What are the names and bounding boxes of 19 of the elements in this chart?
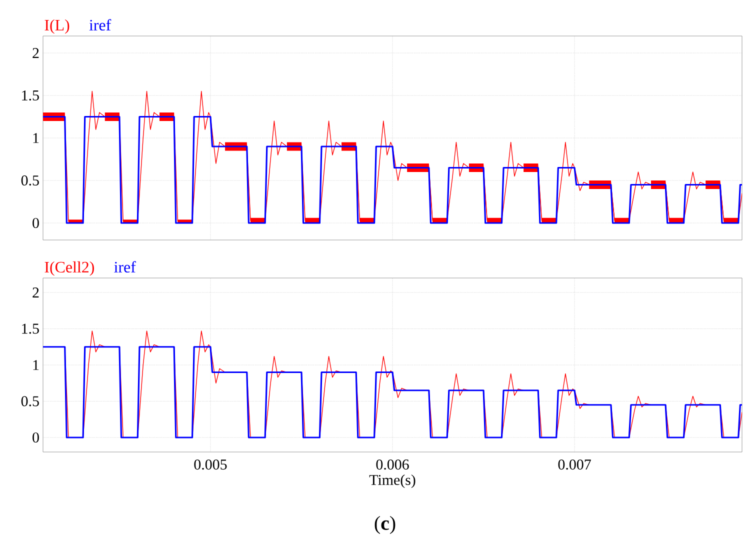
y-tick-label: 1.5 bbox=[22, 324, 39, 334]
y-tick-label: 1 bbox=[33, 133, 39, 143]
text: iref bbox=[89, 19, 112, 31]
y-tick-label: 0.5 bbox=[21, 175, 39, 186]
x-axis-title: Time(s) bbox=[369, 474, 416, 488]
y-tick-label: 2 bbox=[32, 288, 39, 298]
x-tick-label: 0.007 bbox=[558, 460, 591, 470]
y-tick-label: 0 bbox=[32, 218, 39, 228]
text: I(L) bbox=[44, 19, 70, 34]
x-tick-label: 0.006 bbox=[376, 460, 409, 470]
y-tick-label: 0.5 bbox=[21, 396, 39, 406]
text: (c) bbox=[374, 516, 396, 534]
y-tick-label: 2 bbox=[32, 48, 39, 58]
y-tick-label: 1.5 bbox=[22, 90, 39, 101]
text: I(Cell2) bbox=[44, 261, 94, 276]
x-tick-label: 0.005 bbox=[194, 460, 227, 470]
y-tick-label: 1 bbox=[33, 360, 39, 370]
y-tick-label: 0 bbox=[32, 432, 39, 443]
text: iref bbox=[114, 261, 136, 273]
